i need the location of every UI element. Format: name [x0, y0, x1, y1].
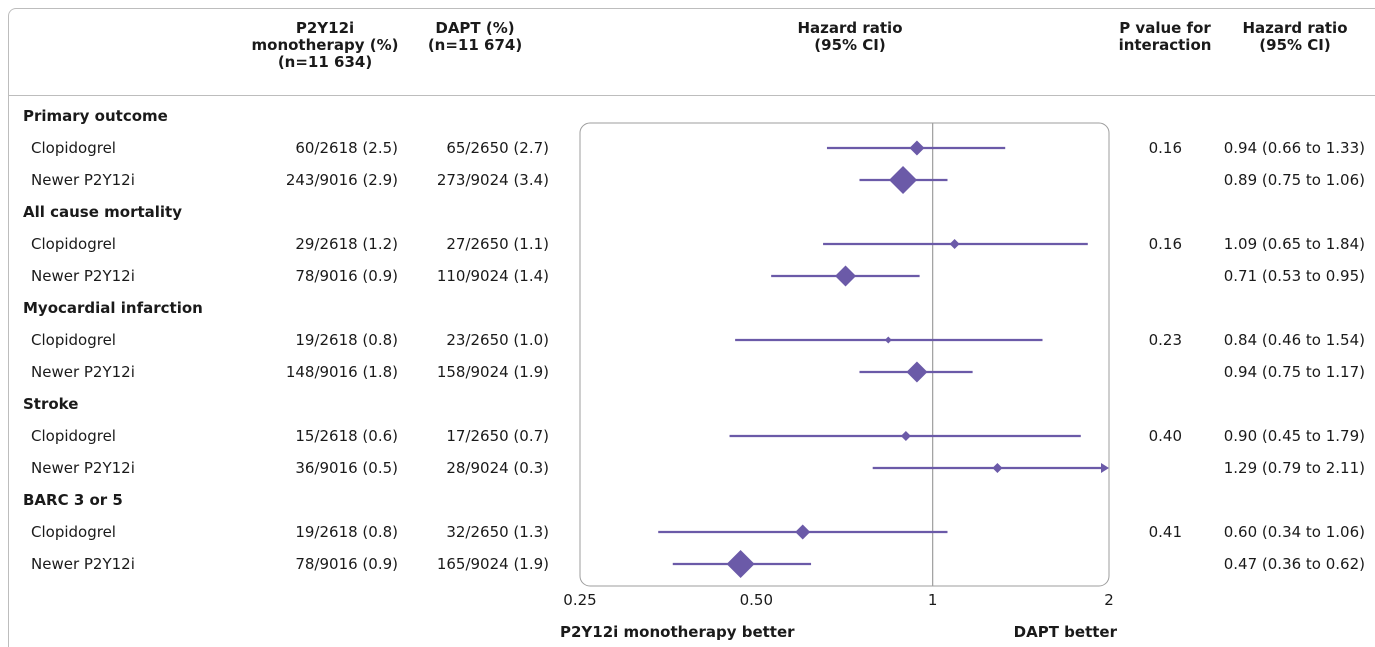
hazard-ratio-text: 1.09 (0.65 to 1.84) — [1223, 235, 1365, 253]
x-tick-label: 0.50 — [740, 591, 773, 609]
hazard-ratio-text: 0.71 (0.53 to 0.95) — [1223, 267, 1365, 285]
hazard-ratio-diamond — [906, 361, 928, 383]
hazard-ratio-diamond — [795, 524, 811, 540]
p2y12-events: 15/2618 (0.6) — [295, 427, 398, 445]
p2y12-events: 78/9016 (0.9) — [295, 555, 398, 573]
group-label: Primary outcome — [23, 107, 168, 125]
x-tick-label: 2 — [1104, 591, 1114, 609]
row-label: Clopidogrel — [31, 427, 116, 445]
right-favour-label: DAPT better — [1013, 623, 1117, 641]
ci-arrow — [1101, 463, 1109, 473]
group-label: Stroke — [23, 395, 79, 413]
hazard-ratio-text: 0.89 (0.75 to 1.06) — [1223, 171, 1365, 189]
hazard-ratio-diamond — [909, 140, 925, 156]
p2y12-events: 19/2618 (0.8) — [295, 523, 398, 541]
plot-area-frame — [579, 122, 1110, 587]
p2y12-events: 29/2618 (1.2) — [295, 235, 398, 253]
hazard-ratio-diamond — [889, 166, 918, 194]
hazard-ratio-diamond — [835, 265, 857, 287]
group-label: All cause mortality — [23, 203, 182, 221]
dapt-events: 23/2650 (1.0) — [446, 331, 549, 349]
hazard-ratio-diamond — [726, 550, 755, 578]
p-interaction-value: 0.23 — [1148, 331, 1182, 349]
header-hr-text: Hazard ratio (95% CI) — [1242, 19, 1348, 54]
p-interaction-value: 0.16 — [1148, 139, 1182, 157]
hazard-ratio-diamond — [949, 239, 960, 249]
dapt-events: 32/2650 (1.3) — [446, 523, 549, 541]
row-label: Newer P2Y12i — [31, 363, 135, 381]
x-tick-label: 0.25 — [563, 591, 596, 609]
row-label: Newer P2Y12i — [31, 171, 135, 189]
hazard-ratio-text: 1.29 (0.79 to 2.11) — [1223, 459, 1365, 477]
p-interaction-value: 0.41 — [1148, 523, 1182, 541]
hazard-ratio-diamond — [900, 431, 911, 441]
row-label: Clopidogrel — [31, 523, 116, 541]
p2y12-events: 19/2618 (0.8) — [295, 331, 398, 349]
hazard-ratio-text: 0.60 (0.34 to 1.06) — [1223, 523, 1365, 541]
hazard-ratio-text: 0.94 (0.66 to 1.33) — [1223, 139, 1365, 157]
hazard-ratio-text: 0.90 (0.45 to 1.79) — [1223, 427, 1365, 445]
header-hr-plot: Hazard ratio (95% CI) — [797, 19, 903, 54]
p-interaction-value: 0.40 — [1148, 427, 1182, 445]
row-label: Clopidogrel — [31, 139, 116, 157]
dapt-events: 165/9024 (1.9) — [436, 555, 549, 573]
dapt-events: 110/9024 (1.4) — [436, 267, 549, 285]
group-label: Myocardial infarction — [23, 299, 203, 317]
row-label: Newer P2Y12i — [31, 459, 135, 477]
dapt-events: 65/2650 (2.7) — [446, 139, 549, 157]
hazard-ratio-diamond — [884, 336, 892, 344]
hazard-ratio-diamond — [992, 463, 1003, 473]
row-label: Newer P2Y12i — [31, 267, 135, 285]
p2y12-events: 148/9016 (1.8) — [285, 363, 398, 381]
dapt-events: 17/2650 (0.7) — [446, 427, 549, 445]
header-dapt: DAPT (%) (n=11 674) — [427, 19, 523, 54]
dapt-events: 28/9024 (0.3) — [446, 459, 549, 477]
x-tick-label: 1 — [928, 591, 938, 609]
dapt-events: 27/2650 (1.1) — [446, 235, 549, 253]
dapt-events: 158/9024 (1.9) — [436, 363, 549, 381]
row-label: Clopidogrel — [31, 235, 116, 253]
header-p2y12: P2Y12i monotherapy (%) (n=11 634) — [251, 19, 399, 71]
p2y12-events: 60/2618 (2.5) — [295, 139, 398, 157]
left-favour-label: P2Y12i monotherapy better — [560, 623, 795, 641]
header-divider — [8, 95, 1375, 96]
p2y12-events: 243/9016 (2.9) — [285, 171, 398, 189]
dapt-events: 273/9024 (3.4) — [436, 171, 549, 189]
row-label: Clopidogrel — [31, 331, 116, 349]
header-p-interaction: P value for interaction — [1118, 19, 1212, 54]
p-interaction-value: 0.16 — [1148, 235, 1182, 253]
hazard-ratio-text: 0.47 (0.36 to 0.62) — [1223, 555, 1365, 573]
p2y12-events: 78/9016 (0.9) — [295, 267, 398, 285]
figure-frame — [8, 8, 1375, 647]
group-label: BARC 3 or 5 — [23, 491, 123, 509]
row-label: Newer P2Y12i — [31, 555, 135, 573]
hazard-ratio-text: 0.94 (0.75 to 1.17) — [1223, 363, 1365, 381]
hazard-ratio-text: 0.84 (0.46 to 1.54) — [1223, 331, 1365, 349]
p2y12-events: 36/9016 (0.5) — [295, 459, 398, 477]
